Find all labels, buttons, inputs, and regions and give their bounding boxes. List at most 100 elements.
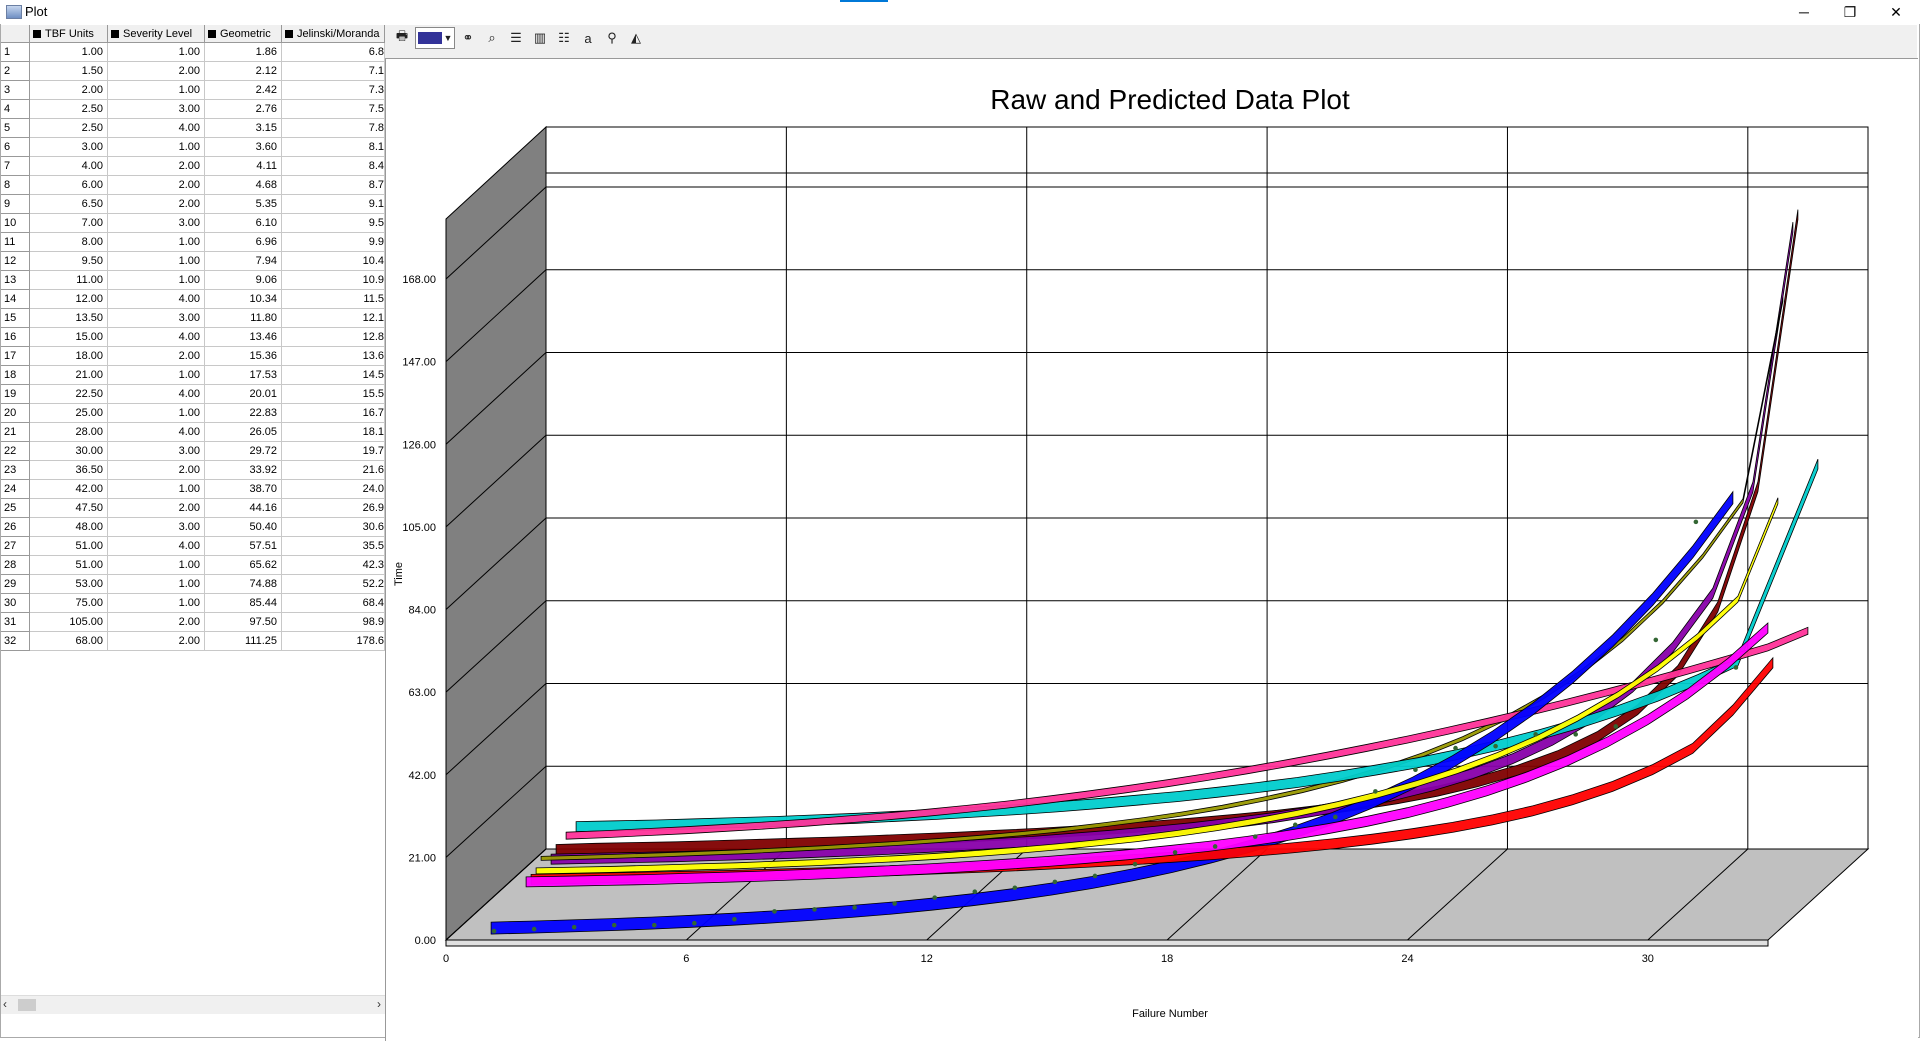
row-number[interactable]: 13 [1,271,30,290]
jelinski-moranda-cell[interactable]: 7.5 [282,100,385,119]
table-row[interactable]: 28 51.00 1.00 65.62 42.3 [1,556,385,575]
geometric-cell[interactable]: 33.92 [205,461,282,480]
row-number[interactable]: 15 [1,309,30,328]
binoculars-icon[interactable]: ⚭ [462,30,474,45]
table-row[interactable]: 5 2.50 4.00 3.15 7.8 [1,119,385,138]
jelinski-moranda-cell[interactable]: 9.5 [282,214,385,233]
tbf-units-cell[interactable]: 2.50 [30,100,108,119]
text-icon[interactable]: a [584,30,592,46]
jelinski-moranda-cell[interactable]: 10.4 [282,252,385,271]
zoom-icon[interactable]: ⌕ [488,30,496,45]
severity-level-cell[interactable]: 2.00 [108,62,205,81]
row-number[interactable]: 2 [1,62,30,81]
severity-level-cell[interactable]: 2.00 [108,461,205,480]
row-number[interactable]: 26 [1,518,30,537]
horizontal-scrollbar[interactable]: ‹ › [1,995,385,1014]
geometric-cell[interactable]: 3.15 [205,119,282,138]
jelinski-moranda-cell[interactable]: 35.5 [282,537,385,556]
geometric-cell[interactable]: 2.42 [205,81,282,100]
tbf-units-cell[interactable]: 48.00 [30,518,108,537]
table-row[interactable]: 25 47.50 2.00 44.16 26.9 [1,499,385,518]
jelinski-moranda-cell[interactable]: 7.3 [282,81,385,100]
jelinski-moranda-cell[interactable]: 8.1 [282,138,385,157]
severity-level-cell[interactable]: 4.00 [108,290,205,309]
geometric-cell[interactable]: 15.36 [205,347,282,366]
printer-icon[interactable]: 🖶 [395,28,409,43]
table-row[interactable]: 6 3.00 1.00 3.60 8.1 [1,138,385,157]
geometric-cell[interactable]: 65.62 [205,556,282,575]
severity-level-cell[interactable]: 1.00 [108,575,205,594]
row-number[interactable]: 20 [1,404,30,423]
jelinski-moranda-cell[interactable]: 8.7 [282,176,385,195]
jelinski-moranda-cell[interactable]: 10.9 [282,271,385,290]
jelinski-moranda-cell[interactable]: 19.7 [282,442,385,461]
geometric-cell[interactable]: 2.12 [205,62,282,81]
jelinski-moranda-cell[interactable]: 13.6 [282,347,385,366]
tbf-units-cell[interactable]: 22.50 [30,385,108,404]
table-row[interactable]: 32 68.00 2.00 111.25 178.6 [1,632,385,651]
table-row[interactable]: 1 1.00 1.00 1.86 6.8 [1,43,385,62]
geometric-cell[interactable]: 6.96 [205,233,282,252]
column-header-jelinski-moranda[interactable]: Jelinski/Moranda [282,25,385,43]
geometric-cell[interactable]: 17.53 [205,366,282,385]
severity-level-cell[interactable]: 1.00 [108,556,205,575]
severity-level-cell[interactable]: 2.00 [108,195,205,214]
magnify-icon[interactable]: ⚲ [607,30,617,45]
severity-level-cell[interactable]: 1.00 [108,233,205,252]
row-number[interactable]: 14 [1,290,30,309]
severity-level-cell[interactable]: 4.00 [108,537,205,556]
tbf-units-cell[interactable]: 53.00 [30,575,108,594]
jelinski-moranda-cell[interactable]: 42.3 [282,556,385,575]
geometric-cell[interactable]: 4.68 [205,176,282,195]
tbf-units-cell[interactable]: 21.00 [30,366,108,385]
table-row[interactable]: 12 9.50 1.00 7.94 10.4 [1,252,385,271]
minimize-button[interactable]: ─ [1799,4,1809,20]
color-select-dropdown[interactable]: ▼ [415,27,455,49]
row-number[interactable]: 28 [1,556,30,575]
geometric-cell[interactable]: 2.76 [205,100,282,119]
chart-icon[interactable]: ◭ [631,30,641,45]
severity-level-cell[interactable]: 1.00 [108,271,205,290]
severity-level-cell[interactable]: 4.00 [108,328,205,347]
geometric-cell[interactable]: 1.86 [205,43,282,62]
tbf-units-cell[interactable]: 13.50 [30,309,108,328]
severity-level-cell[interactable]: 4.00 [108,385,205,404]
geometric-cell[interactable]: 111.25 [205,632,282,651]
tbf-units-cell[interactable]: 75.00 [30,594,108,613]
table-row[interactable]: 24 42.00 1.00 38.70 24.0 [1,480,385,499]
tbf-units-cell[interactable]: 11.00 [30,271,108,290]
table-row[interactable]: 30 75.00 1.00 85.44 68.4 [1,594,385,613]
table-row[interactable]: 20 25.00 1.00 22.83 16.7 [1,404,385,423]
severity-level-cell[interactable]: 1.00 [108,366,205,385]
geometric-cell[interactable]: 26.05 [205,423,282,442]
table-row[interactable]: 14 12.00 4.00 10.34 11.5 [1,290,385,309]
tbf-units-cell[interactable]: 42.00 [30,480,108,499]
tbf-units-cell[interactable]: 1.50 [30,62,108,81]
row-number[interactable]: 6 [1,138,30,157]
geometric-cell[interactable]: 22.83 [205,404,282,423]
table-row[interactable]: 18 21.00 1.00 17.53 14.5 [1,366,385,385]
jelinski-moranda-cell[interactable]: 21.6 [282,461,385,480]
severity-level-cell[interactable]: 1.00 [108,138,205,157]
severity-level-cell[interactable]: 4.00 [108,119,205,138]
column-header-tbf-units[interactable]: TBF Units [30,25,108,43]
row-number[interactable]: 12 [1,252,30,271]
scroll-left-icon[interactable]: ‹ [3,997,7,1011]
row-number[interactable]: 31 [1,613,30,632]
jelinski-moranda-cell[interactable]: 12.8 [282,328,385,347]
severity-level-cell[interactable]: 2.00 [108,499,205,518]
jelinski-moranda-cell[interactable]: 8.4 [282,157,385,176]
table-row[interactable]: 11 8.00 1.00 6.96 9.9 [1,233,385,252]
severity-level-cell[interactable]: 3.00 [108,442,205,461]
row-number[interactable]: 3 [1,81,30,100]
jelinski-moranda-cell[interactable]: 98.9 [282,613,385,632]
tbf-units-cell[interactable]: 1.00 [30,43,108,62]
jelinski-moranda-cell[interactable]: 26.9 [282,499,385,518]
severity-level-cell[interactable]: 1.00 [108,594,205,613]
row-number[interactable]: 16 [1,328,30,347]
maximize-button[interactable]: ❐ [1843,3,1857,20]
row-number[interactable]: 10 [1,214,30,233]
geometric-cell[interactable]: 5.35 [205,195,282,214]
jelinski-moranda-cell[interactable]: 68.4 [282,594,385,613]
row-number[interactable]: 5 [1,119,30,138]
